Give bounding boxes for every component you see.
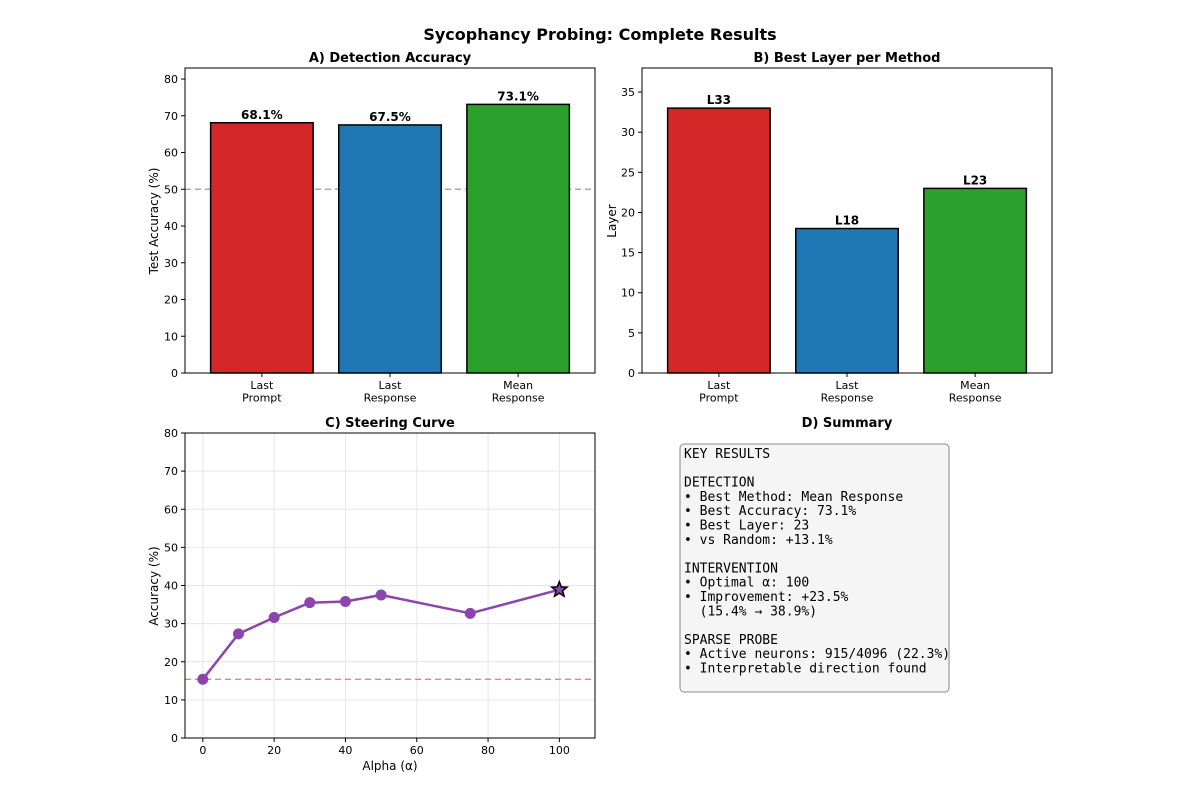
summary-line: • Best Method: Mean Response	[684, 490, 903, 505]
panel-c-data-point	[232, 628, 244, 640]
panel-b-bar-value-label: L18	[835, 214, 859, 228]
panel-a-ytick-label: 40	[164, 220, 178, 233]
panel-c-ytick-label: 50	[164, 541, 178, 554]
panel-d-title: D) Summary	[802, 416, 893, 431]
panel-a-bar	[209, 122, 314, 374]
panel-b-ytick-label: 5	[628, 327, 635, 340]
panel-c-xtick-label: 80	[481, 744, 495, 757]
panel-a-xtick-label: Response	[364, 392, 417, 405]
summary-line: • Best Accuracy: 73.1%	[684, 504, 856, 519]
panel-b-axes-frame	[641, 67, 1053, 374]
panel-c-data-point	[268, 612, 280, 624]
panel-a-xtick-label: Last	[250, 379, 274, 392]
panel-b-ytick-label: 30	[621, 126, 635, 139]
panel-a-title: A) Detection Accuracy	[309, 51, 472, 66]
panel-a-bar-value-label: 67.5%	[369, 110, 411, 124]
panel-b-bar-value-label: L33	[707, 93, 731, 107]
panel-a-ytick-label: 80	[164, 73, 178, 86]
summary-line: SPARSE PROBE	[684, 633, 778, 648]
panel-a-ytick-label: 20	[164, 294, 178, 307]
panel-c-ytick-label: 0	[171, 732, 178, 745]
panel-a-bar	[338, 124, 442, 374]
summary-box	[679, 443, 950, 693]
panel-a-xtick-label: Prompt	[242, 392, 282, 405]
panel-c-ytick-label: 60	[164, 503, 178, 516]
panel-b-ytick-label: 15	[621, 247, 635, 260]
panel-c-xtick-label: 20	[267, 744, 281, 757]
panel-c-data-point	[339, 596, 351, 608]
panel-a-ylabel: Test Accuracy (%)	[147, 168, 161, 276]
panel-a-xtick-label: Last	[379, 379, 403, 392]
panel-c-xtick-label: 60	[410, 744, 424, 757]
panel-d-summary: D) Summary KEY RESULTS DETECTION• Best Me…	[679, 416, 950, 693]
summary-line: • Active neurons: 915/4096 (22.3%)	[684, 647, 950, 662]
summary-line: • Interpretable direction found	[684, 662, 927, 677]
panel-c-xtick-label: 100	[549, 744, 570, 757]
panel-b-ytick-label: 35	[621, 86, 635, 99]
panel-a-xtick-label: Response	[492, 392, 545, 405]
panel-a-ytick-label: 60	[164, 147, 178, 160]
panel-b-title: B) Best Layer per Method	[754, 51, 941, 66]
panel-c-title: C) Steering Curve	[325, 416, 455, 431]
panel-a-ytick-label: 50	[164, 183, 178, 196]
figure-title: Sycophancy Probing: Complete Results	[423, 25, 776, 44]
panel-c-ylabel: Accuracy (%)	[147, 546, 161, 625]
panel-a-detection-accuracy: A) Detection Accuracy Test Accuracy (%) …	[147, 51, 596, 405]
panel-c-ytick-label: 10	[164, 694, 178, 707]
panel-b-xtick-label: Response	[949, 392, 1002, 405]
panel-a-bar	[466, 103, 571, 374]
panel-a-ytick-label: 10	[164, 330, 178, 343]
panel-c-axes-frame	[184, 432, 596, 739]
panel-b-bar	[666, 107, 771, 374]
panel-c-ytick-label: 40	[164, 580, 178, 593]
panel-a-xtick-label: Mean	[503, 379, 533, 392]
summary-line: • Improvement: +23.5%	[684, 590, 849, 605]
panel-c-ytick-label: 30	[164, 618, 178, 631]
panel-b-xtick-label: Last	[707, 379, 731, 392]
panel-c-ytick-label: 70	[164, 465, 178, 478]
panel-b-ytick-label: 0	[628, 367, 635, 380]
panel-c-xtick-label: 0	[199, 744, 206, 757]
panel-c-ytick-label: 80	[164, 427, 178, 440]
panel-c-optimal-star-icon	[549, 579, 570, 598]
summary-line: • Optimal α: 100	[684, 576, 809, 591]
summary-line: • vs Random: +13.1%	[684, 533, 833, 548]
panel-b-ytick-label: 20	[621, 206, 635, 219]
panel-c-series-line	[201, 588, 560, 681]
panel-c-steering-curve: C) Steering Curve Accuracy (%) Alpha (α)…	[147, 416, 596, 773]
panel-b-xtick-label: Response	[821, 392, 874, 405]
panel-a-ytick-label: 30	[164, 257, 178, 270]
panel-c-data-point	[304, 597, 316, 609]
panel-b-bar-value-label: L23	[963, 173, 987, 187]
summary-line: DETECTION	[684, 476, 754, 491]
panel-c-data-point	[197, 673, 209, 685]
summary-line: (15.4% → 38.9%)	[684, 604, 817, 619]
panel-a-ytick-label: 0	[171, 367, 178, 380]
panel-c-data-point	[464, 607, 476, 619]
panel-b-bar	[795, 227, 899, 374]
panel-a-axes-frame	[184, 67, 596, 374]
panel-b-xtick-label: Last	[836, 379, 860, 392]
panel-b-ytick-label: 25	[621, 166, 635, 179]
summary-line: • Best Layer: 23	[684, 519, 809, 534]
summary-line: KEY RESULTS	[684, 447, 770, 462]
panel-b-ytick-label: 10	[621, 287, 635, 300]
panel-b-best-layer: B) Best Layer per Method Layer 0 5 10 15 20 2…	[605, 51, 1053, 405]
panel-b-xtick-label: Prompt	[699, 392, 739, 405]
panel-b-xtick-label: Mean	[960, 379, 990, 392]
panel-c-xtick-label: 40	[338, 744, 352, 757]
summary-line: INTERVENTION	[684, 561, 778, 576]
panel-c-data-point	[375, 589, 387, 601]
panel-a-bar-value-label: 68.1%	[241, 108, 283, 122]
panel-b-ylabel: Layer	[605, 204, 619, 238]
panel-b-bar	[923, 187, 1028, 374]
panel-a-ytick-label: 70	[164, 110, 178, 123]
panel-c-ytick-label: 20	[164, 656, 178, 669]
panel-c-xlabel: Alpha (α)	[362, 759, 417, 773]
panel-a-bar-value-label: 73.1%	[497, 89, 539, 103]
